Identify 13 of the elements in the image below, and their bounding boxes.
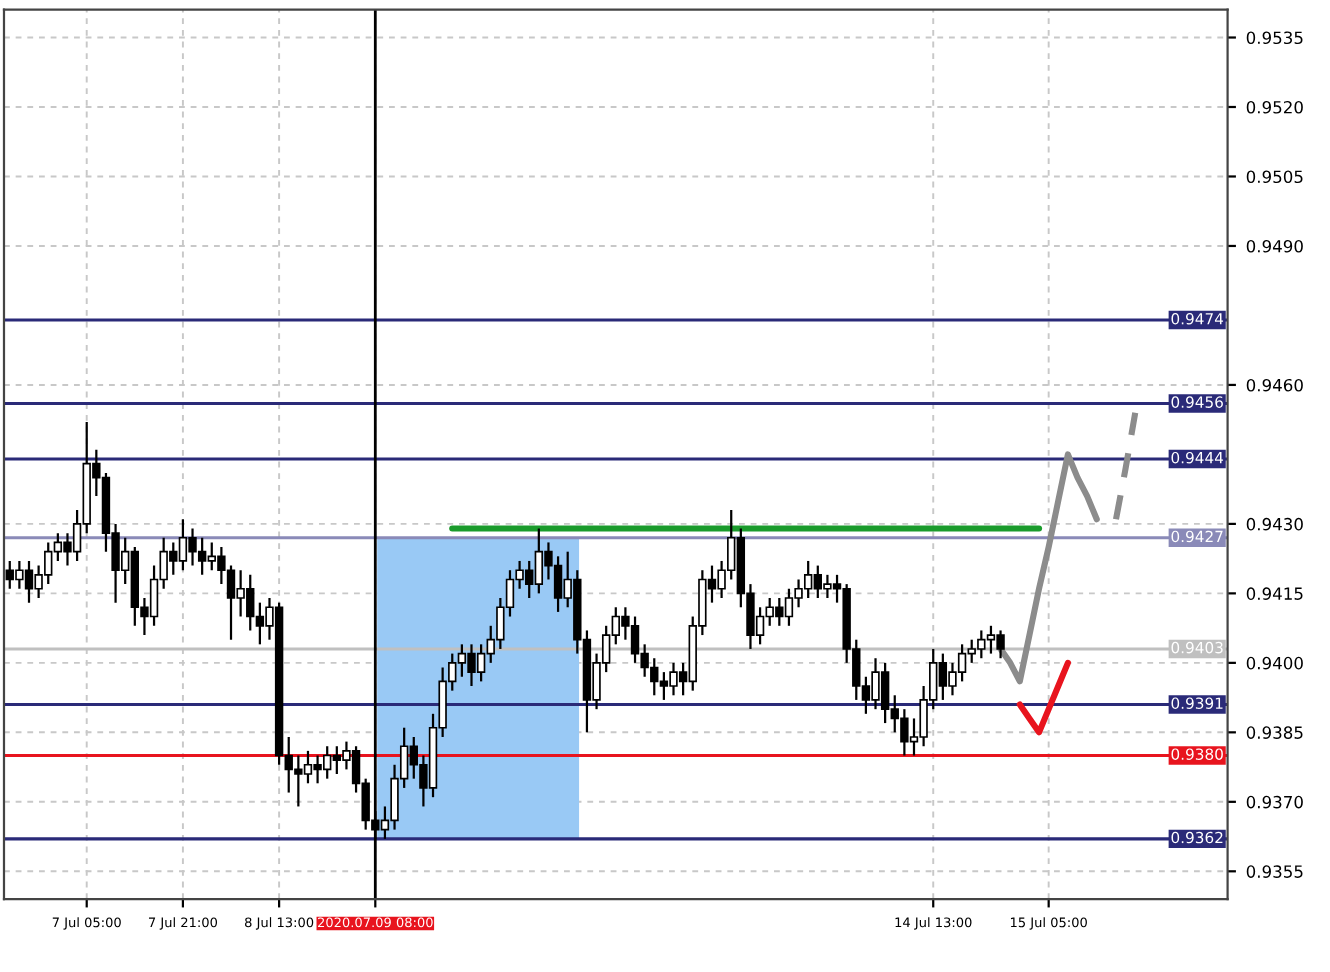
y-tick-label: 0.9430 xyxy=(1246,517,1303,531)
y-tick-label: 0.9520 xyxy=(1246,100,1303,114)
line-series xyxy=(997,451,1100,685)
y-tick-label: 0.9460 xyxy=(1246,378,1303,392)
y-tick-label: 0.9490 xyxy=(1246,239,1303,253)
y-tick-label: 0.9385 xyxy=(1246,726,1303,739)
y-tick-label: 0.9415 xyxy=(1246,587,1303,600)
y-tick-label: 0.9535 xyxy=(1246,31,1303,45)
line-series xyxy=(1016,659,1071,736)
y-tick-label: 0.9400 xyxy=(1246,656,1303,670)
y-tick-label: 0.9355 xyxy=(1246,865,1303,878)
y-tick-label: 0.9505 xyxy=(1246,170,1303,184)
y-tick-label: 0.9370 xyxy=(1246,795,1303,809)
